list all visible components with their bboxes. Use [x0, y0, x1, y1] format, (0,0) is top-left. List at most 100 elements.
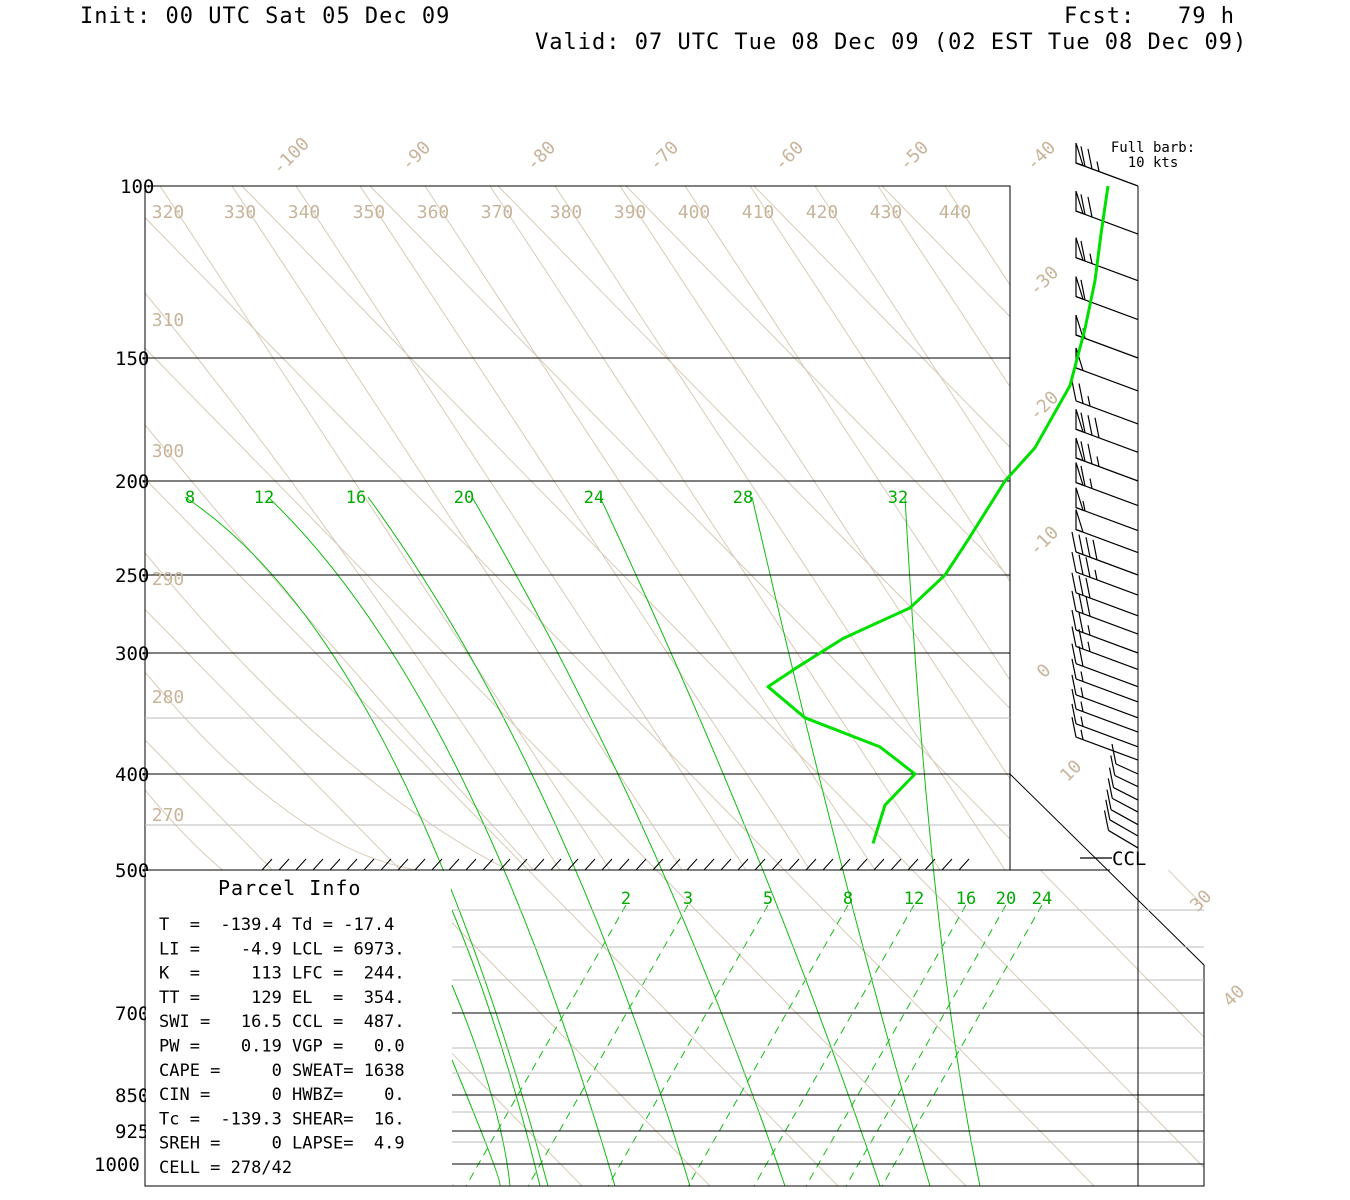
isotherm-line: [753, 186, 1010, 448]
theta-label: 390: [614, 202, 647, 223]
barb-half-feather: [1080, 729, 1084, 740]
isotherm-label: -10: [1025, 522, 1063, 560]
pressure-tick-label: 1000: [94, 1154, 140, 1176]
hatch-mark: [397, 858, 409, 871]
barb-feather: [1087, 443, 1093, 465]
wind-barb: [1105, 799, 1139, 837]
hatch-mark: [499, 858, 511, 871]
barb-feather: [1110, 755, 1116, 776]
barb-feather: [1071, 531, 1077, 553]
barb-feather: [1106, 789, 1112, 810]
moist-adiabat-label: 8: [185, 488, 195, 508]
hatch-mark: [346, 858, 358, 871]
hatch-mark: [652, 858, 664, 871]
hatch-mark: [907, 858, 919, 871]
barb-feather: [1078, 534, 1084, 555]
parcel-box-bg: [146, 871, 451, 1185]
wind-barb: [1071, 674, 1139, 719]
wind-barb: [1071, 703, 1139, 748]
parcel-row: Tc = -139.3 SHEAR= 16.: [159, 1109, 405, 1129]
barb-feather: [1071, 716, 1077, 738]
barb-staff: [1075, 457, 1139, 482]
mixing-ratio-line: [465, 904, 627, 1187]
barb-staff: [1075, 210, 1139, 235]
isotherm-label: -40: [1022, 137, 1060, 175]
barb-pennant: [1075, 190, 1084, 215]
wind-barb: [1071, 716, 1139, 761]
moist-adiabat-label: 12: [254, 488, 274, 508]
isotherm-line: [241, 186, 913, 870]
barb-staff: [1075, 481, 1139, 507]
theta-label: 280: [152, 687, 185, 708]
barb-feather: [1107, 778, 1113, 799]
moist-adiabat: [904, 496, 981, 1187]
barb-staff: [1075, 610, 1139, 635]
hatch-mark: [788, 858, 800, 871]
barb-feather: [1087, 196, 1093, 218]
mixing-ratio-line: [527, 904, 689, 1187]
isotherm-label: -30: [1025, 262, 1063, 300]
forecast-hour: Fcst: 79 h: [1064, 4, 1235, 29]
pressure-tick-label: 100: [120, 176, 154, 198]
wind-barb: [1075, 142, 1139, 187]
barb-feather: [1071, 572, 1077, 593]
barb-staff: [1075, 428, 1139, 453]
hatch-mark: [822, 858, 834, 871]
wind-barb: [1107, 778, 1139, 813]
hatch-mark: [414, 858, 426, 871]
barb-staff: [1075, 629, 1139, 654]
parcel-row: SREH = 0 LAPSE= 4.9: [159, 1134, 405, 1154]
wind-barb: [1111, 743, 1139, 775]
parcel-row: SWI = 16.5 CCL = 487.: [159, 1012, 405, 1032]
barb-feather: [1103, 810, 1110, 831]
barb-half-feather: [1087, 641, 1091, 652]
dry-adiabat: [877, 186, 1010, 388]
wind-barb: [1071, 590, 1139, 635]
barb-feather: [1071, 609, 1077, 631]
wind-barb: [1071, 626, 1139, 671]
pressure-tick-label: 400: [115, 764, 149, 786]
barb-feather: [1071, 643, 1077, 664]
theta-label: 430: [870, 202, 903, 223]
theta-label: 300: [152, 441, 185, 462]
barb-pennant: [1075, 314, 1084, 339]
parcel-row: LI = -4.9 LCL = 6973.: [159, 939, 405, 959]
theta-label: 330: [224, 202, 257, 223]
barb-feather: [1071, 703, 1077, 724]
pressure-tick-label: 150: [115, 348, 149, 370]
barb-feather: [1071, 380, 1077, 402]
hatch-mark: [567, 858, 579, 871]
isotherm-line: [145, 739, 273, 870]
hatch-mark: [431, 858, 443, 871]
barb-feather: [1078, 646, 1084, 667]
barb-staff: [1075, 592, 1139, 617]
theta-label: 340: [288, 202, 321, 223]
wind-barb: [1071, 572, 1139, 617]
barb-feather: [1071, 658, 1077, 680]
mixing-ratio-label: 24: [1032, 889, 1052, 909]
barb-half-feather: [1087, 625, 1091, 636]
barb-pennant: [1075, 142, 1084, 167]
barb-staff: [1115, 763, 1139, 775]
wind-barb: [1075, 462, 1139, 507]
barb-staff: [1112, 797, 1139, 813]
barb-pennant: [1075, 237, 1084, 262]
dry-adiabat: [145, 671, 485, 870]
pressure-tick-label: 500: [115, 860, 149, 882]
barb-feather: [1085, 596, 1091, 617]
mixing-ratio-label: 2: [621, 889, 631, 909]
barb-feather: [1092, 539, 1098, 560]
mixing-ratio-label: 8: [843, 889, 853, 909]
barb-staff: [1075, 400, 1139, 425]
isotherm-label: -100: [268, 133, 314, 179]
parcel-row: K = 113 LFC = 244.: [159, 964, 405, 984]
barb-staff: [1075, 663, 1139, 688]
hatch-mark: [533, 858, 545, 871]
parcel-title: Parcel Info: [218, 876, 361, 900]
barb-feather: [1080, 240, 1086, 262]
barb-feather: [1080, 279, 1086, 301]
barb-staff: [1075, 295, 1139, 321]
wind-barb: [1075, 487, 1139, 532]
barb-half-feather: [1096, 456, 1100, 467]
